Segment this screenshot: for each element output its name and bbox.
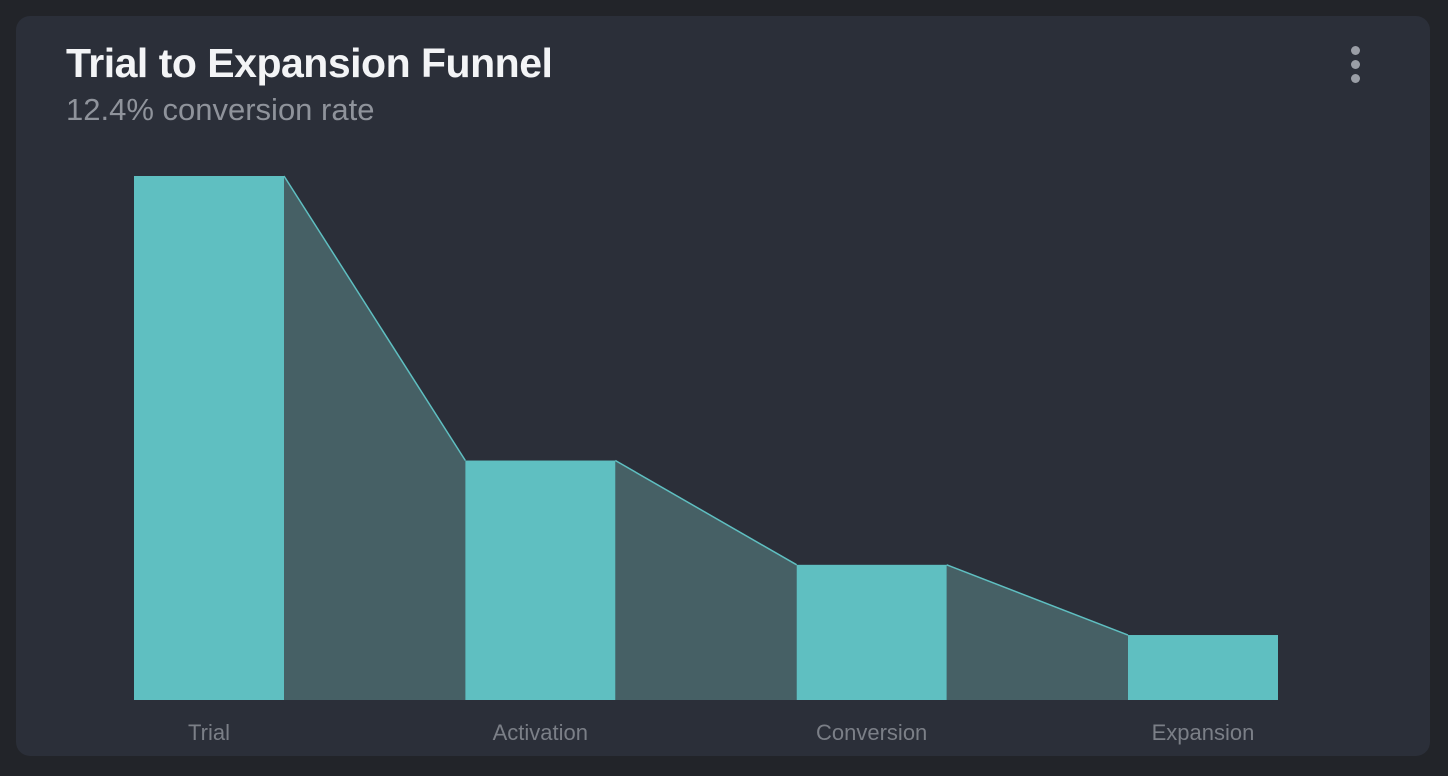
funnel-connector-edge (946, 564, 1129, 636)
category-label: Conversion (816, 720, 927, 745)
funnel-connector-edge (283, 175, 466, 461)
funnel-connector-edge (614, 459, 798, 566)
funnel-chart: Trial Activation Conversion Expansion (134, 175, 1278, 745)
more-vertical-icon-dot (1351, 60, 1360, 69)
funnel-bar-expansion[interactable] (1128, 635, 1278, 700)
funnel-bar-trial[interactable] (134, 176, 284, 700)
funnel-connector (284, 176, 466, 700)
category-label: Expansion (1152, 720, 1255, 745)
funnel-connector (615, 460, 797, 700)
funnel-bar-activation[interactable] (465, 460, 616, 700)
category-label: Activation (493, 720, 588, 745)
more-vertical-icon-dot (1351, 74, 1360, 83)
category-label: Trial (188, 720, 230, 745)
chart-title: Trial to Expansion Funnel (66, 40, 553, 86)
more-options-button[interactable] (1338, 40, 1374, 88)
chart-subtitle: 12.4% conversion rate (66, 92, 375, 127)
more-vertical-icon (1351, 46, 1360, 55)
funnel-chart-card: Trial to Expansion Funnel 12.4% conversi… (16, 16, 1430, 756)
funnel-connector (946, 564, 1128, 700)
funnel-bar-conversion[interactable] (796, 564, 947, 700)
